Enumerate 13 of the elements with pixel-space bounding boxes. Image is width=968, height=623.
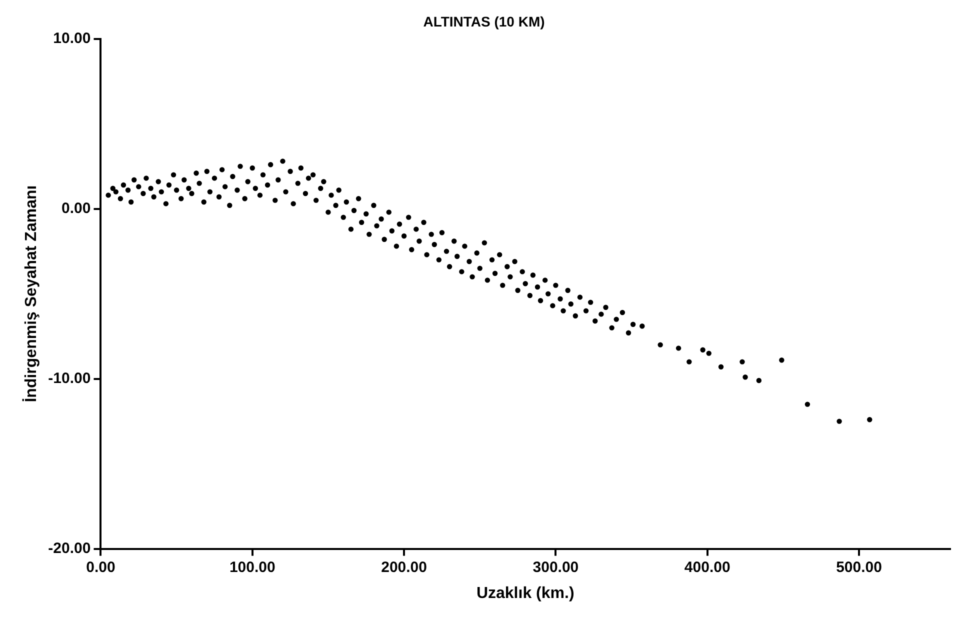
x-tick-label: 300.00 bbox=[532, 558, 579, 576]
y-tick-label: 0.00 bbox=[62, 200, 91, 217]
x-tick-label: 200.00 bbox=[381, 558, 427, 576]
y-tick-label: -10.00 bbox=[48, 370, 91, 387]
y-axis-title: İndirgenmiş Seyahat Zamanı bbox=[22, 185, 40, 402]
x-tick-label: 400.00 bbox=[684, 558, 730, 576]
x-tick-label: 0.00 bbox=[86, 558, 116, 576]
y-tick-label: -20.00 bbox=[48, 540, 91, 557]
chart-title: ALTINTAS (10 KM) bbox=[423, 13, 545, 30]
x-tick-label: 500.00 bbox=[836, 558, 882, 576]
x-axis-title: Uzaklık (km.) bbox=[476, 584, 574, 602]
y-tick-label: 10.00 bbox=[53, 30, 91, 47]
x-tick-label: 100.00 bbox=[229, 558, 276, 576]
